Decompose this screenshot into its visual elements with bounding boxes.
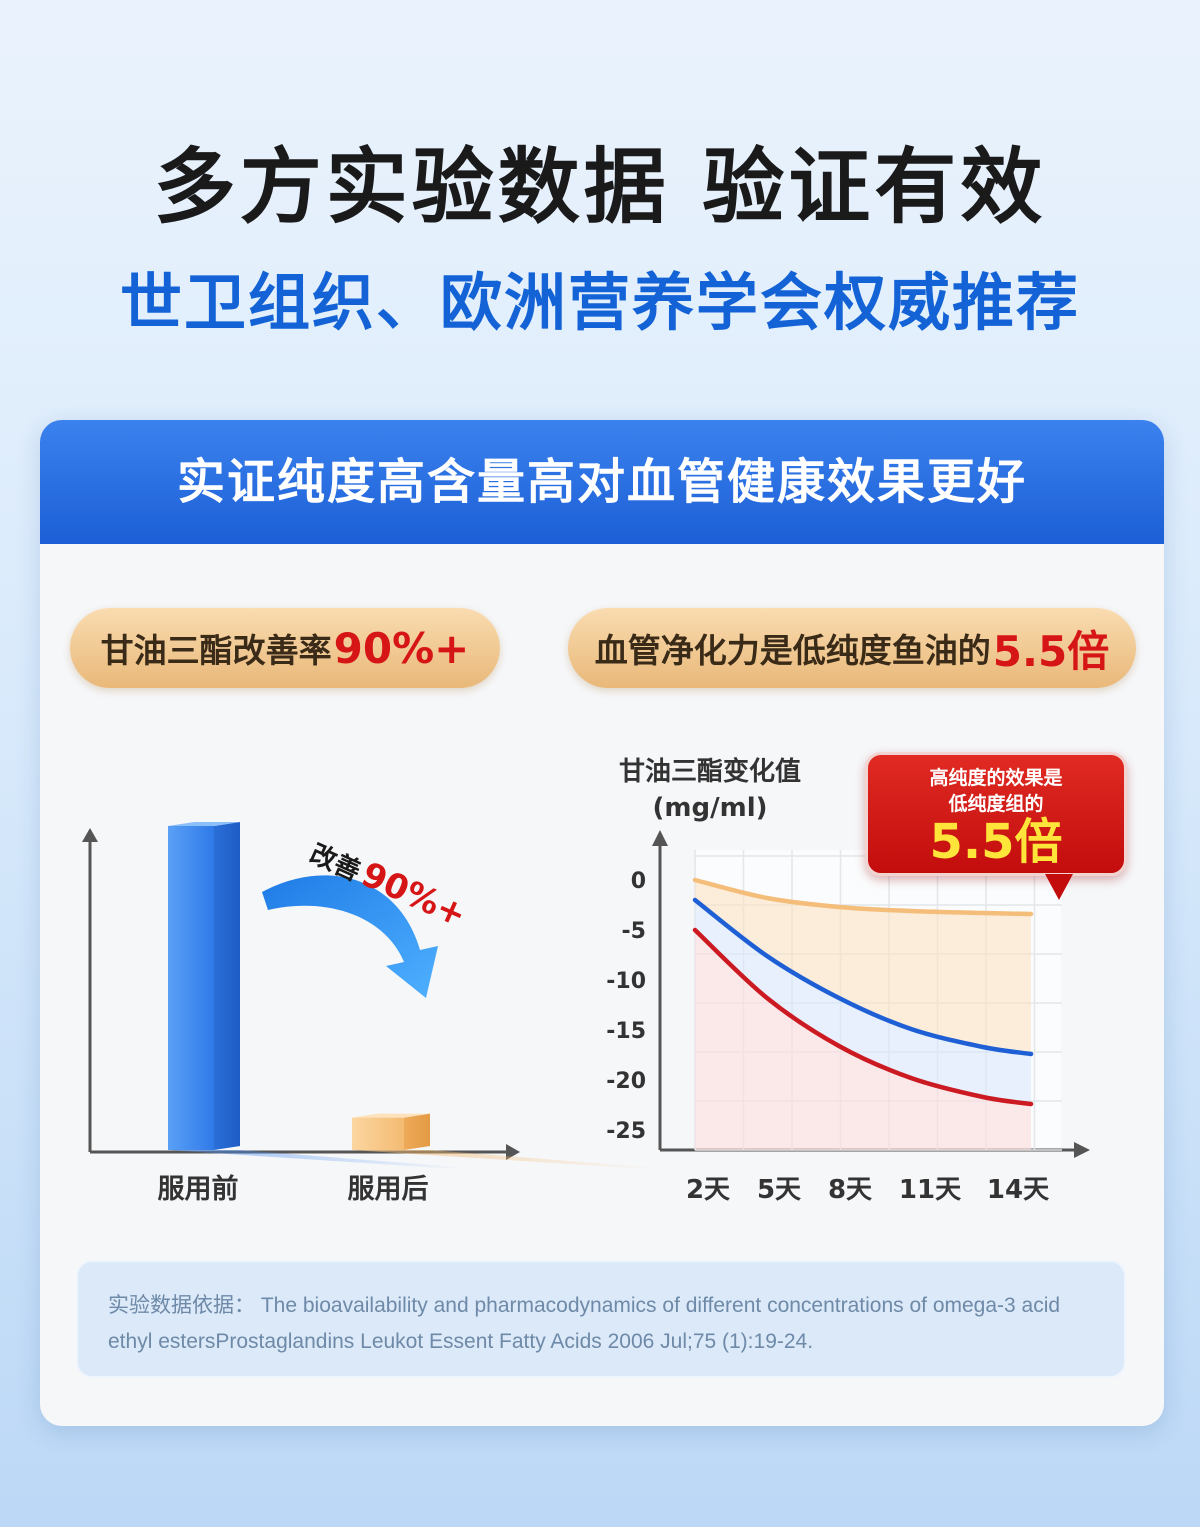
bar-top	[168, 822, 240, 826]
card-title: 实证纯度高含量高对血管健康效果更好	[40, 420, 1164, 544]
y-tick-label: -5	[622, 919, 646, 944]
y-tick-label: 0	[631, 869, 646, 894]
badge-text: 甘油三酯改善率	[100, 631, 332, 670]
line-chart: 0 -5 -10 -15 -20 -25 2天 5天 8天 11天 14天 甘油三酯变化值 (mg/ml…	[606, 756, 1090, 1205]
y-tick-label: -20	[606, 1069, 646, 1094]
y-axis-title: 甘油三酯变化值	[619, 756, 801, 787]
y-axis-unit: (mg/ml)	[653, 793, 768, 823]
band-mid-vs-low	[695, 900, 1031, 1104]
bar-shadow	[168, 1150, 470, 1168]
callout-value: 5.5倍	[929, 814, 1063, 870]
badge-text: 血管净化力是低纯度鱼油的	[594, 631, 991, 670]
triglyceride-improvement-badge: 甘油三酯改善率 90%+	[70, 608, 500, 688]
y-tick-label: -15	[606, 1019, 646, 1044]
bar-chart-x-axis-arrow	[506, 1144, 520, 1160]
bar-side	[404, 1113, 430, 1150]
callout-line-1: 高纯度的效果是	[929, 767, 1063, 789]
x-tick-label: 14天	[987, 1175, 1049, 1205]
result-callout: 高纯度的效果是 低纯度组的 5.5倍	[865, 752, 1127, 876]
x-tick-label: 2天	[686, 1175, 730, 1205]
vessel-purification-badge: 血管净化力是低纯度鱼油的 5.5倍	[568, 608, 1136, 688]
reference-note: 实验数据依据： The bioavailability and pharmaco…	[76, 1260, 1126, 1378]
improvement-arrow	[262, 875, 438, 998]
bar-chart: 服用前 服用后	[82, 822, 660, 1205]
badge-highlight-value: 5.5倍	[992, 626, 1110, 676]
reference-label: 实验数据依据：	[108, 1294, 255, 1317]
series-line	[692, 877, 1034, 917]
page-subheadline: 世卫组织、欧洲营养学会权威推荐	[119, 266, 1080, 339]
series-line	[692, 927, 1034, 1107]
band-below-lowest	[695, 930, 1031, 1150]
badge-highlight-value: 90%+	[333, 623, 470, 673]
bar-front	[168, 826, 214, 1150]
bar-top	[352, 1113, 430, 1118]
page-headline: 多方实验数据 验证有效	[153, 140, 1047, 235]
series-line	[692, 897, 1034, 1057]
y-tick-label: -25	[606, 1119, 646, 1144]
reference-text: The bioavailability and pharmacodynamics…	[108, 1294, 1061, 1353]
callout-line-2: 低纯度组的	[948, 793, 1044, 815]
line-chart-x-axis-arrow	[1074, 1142, 1090, 1158]
bar-category-label: 服用后	[348, 1174, 429, 1205]
bar-front	[352, 1117, 404, 1150]
band-high-vs-mid	[695, 880, 1031, 1054]
bar-side	[214, 822, 240, 1150]
bar-shadow	[352, 1150, 660, 1168]
bar-chart-y-axis-arrow	[82, 828, 98, 842]
y-tick-label: -10	[606, 969, 646, 994]
callout-pointer	[1045, 874, 1073, 900]
x-tick-label: 11天	[899, 1175, 961, 1205]
x-tick-label: 8天	[828, 1175, 872, 1205]
x-tick-label: 5天	[757, 1175, 801, 1205]
line-chart-y-axis-arrow	[652, 830, 668, 846]
bar-category-label: 服用前	[158, 1173, 239, 1205]
